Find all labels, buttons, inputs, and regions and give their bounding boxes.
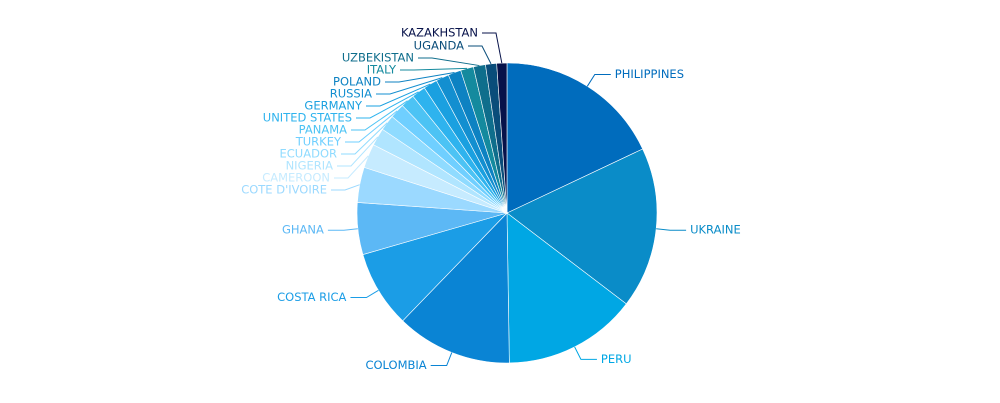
slice-label: UKRAINE — [690, 223, 741, 237]
slice-label: RUSSIA — [330, 87, 372, 101]
leader-line — [341, 122, 388, 155]
leader-line — [345, 110, 398, 143]
leader-line — [482, 32, 503, 64]
slice-label: KAZAKHSTAN — [401, 26, 478, 40]
slice-label: UZBEKISTAN — [342, 51, 414, 65]
slice-label: NIGERIA — [286, 159, 334, 173]
leader-line — [334, 155, 369, 179]
slice-label: ITALY — [367, 63, 397, 77]
pie-slice — [506, 62, 644, 214]
leader-line — [400, 67, 468, 71]
slice-label: POLAND — [333, 75, 381, 89]
leader-line — [574, 346, 597, 360]
leader-line — [586, 73, 611, 87]
slice-label: PERU — [601, 352, 632, 366]
leader-line — [327, 228, 358, 231]
slice-label: COTE D'IVOIRE — [241, 183, 327, 197]
pie-slice — [506, 148, 658, 305]
leader-line — [385, 72, 455, 83]
leader-line — [337, 136, 379, 167]
leader-line — [356, 91, 419, 119]
slice-label: PHILIPPINES — [615, 67, 684, 81]
leader-line — [331, 184, 360, 191]
slice-label: TURKEY — [295, 135, 342, 149]
leader-line — [351, 100, 408, 131]
leader-line — [376, 77, 443, 95]
slice-label: UGANDA — [414, 39, 464, 53]
leader-line — [418, 57, 480, 67]
leader-line — [350, 289, 379, 299]
slice-label: GERMANY — [304, 99, 363, 113]
slice-label: CAMEROON — [262, 171, 330, 185]
slice-label: GHANA — [282, 223, 324, 237]
leader-line — [430, 352, 453, 367]
slice-label: COLOMBIA — [365, 358, 426, 372]
slice-label: ECUADOR — [280, 147, 337, 161]
slice-label: COSTA RICA — [277, 290, 346, 304]
slice-label: PANAMA — [299, 123, 347, 137]
leader-line — [468, 45, 492, 65]
slice-label: UNITED STATES — [263, 111, 352, 125]
leader-line — [656, 228, 687, 231]
leader-line — [366, 83, 431, 107]
